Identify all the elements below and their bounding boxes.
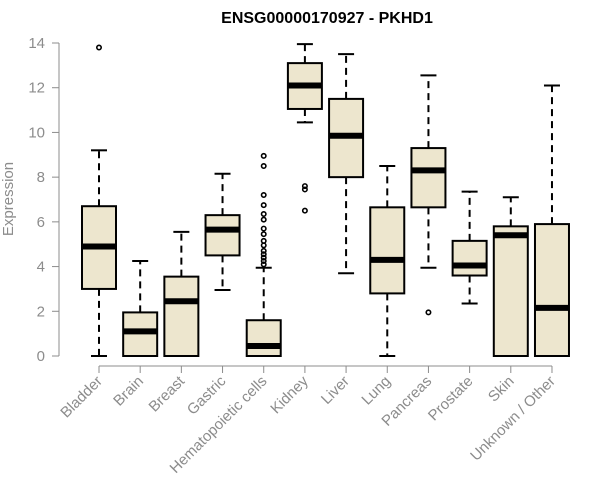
box-unknown-other [533, 84, 570, 357]
box-liver [328, 53, 365, 275]
boxes-group [81, 43, 570, 358]
y-tick-label: 14 [28, 35, 45, 52]
outlier-point [260, 162, 267, 169]
outlier-point [260, 231, 267, 238]
box-brain [122, 259, 159, 357]
box-iqr [369, 206, 406, 295]
x-tick-label: Prostate [425, 373, 477, 425]
box-kidney [286, 43, 323, 214]
box-iqr [163, 275, 200, 357]
box-iqr [204, 214, 241, 257]
outlier-point [260, 261, 267, 268]
outlier-point [260, 211, 267, 218]
x-tick-label: Bladder [57, 373, 106, 422]
box-iqr [451, 239, 488, 277]
outlier-point [260, 192, 267, 199]
outlier-point [260, 225, 267, 232]
y-tick-label: 12 [28, 80, 45, 97]
y-tick-label: 0 [37, 348, 45, 365]
y-axis-label: Expression [0, 162, 17, 236]
y-tick-label: 6 [37, 214, 45, 231]
outlier-point [260, 247, 267, 254]
outlier-point [260, 202, 267, 209]
box-iqr [410, 147, 447, 209]
box-gastric [204, 172, 241, 292]
outlier-point [425, 309, 432, 316]
box-iqr [533, 223, 570, 357]
outlier-point [301, 183, 308, 190]
chart-title: ENSG00000170927 - PKHD1 [221, 10, 433, 27]
box-prostate [451, 190, 488, 305]
x-tick-label: Liver [318, 373, 353, 408]
box-hematopoietic-cells [245, 152, 282, 358]
y-axis: 0 2 4 6 8 10 12 14 [28, 35, 60, 365]
outlier-point [260, 237, 267, 244]
x-tick-label: Lung [358, 373, 394, 409]
outlier-point [301, 207, 308, 214]
y-tick-label: 4 [37, 259, 45, 276]
y-tick-label: 2 [37, 303, 45, 320]
x-tick-label: Skin [485, 373, 518, 406]
box-breast [163, 230, 200, 357]
outlier-point [260, 254, 267, 261]
x-tick-label: Kidney [267, 372, 312, 417]
box-pancreas [410, 74, 447, 316]
outlier-point [260, 152, 267, 159]
box-lung [369, 164, 406, 357]
box-skin [492, 196, 529, 357]
box-iqr [492, 225, 529, 357]
outlier-point [260, 251, 267, 258]
y-tick-label: 10 [28, 124, 45, 141]
box-iqr [245, 319, 282, 358]
outlier-point [301, 186, 308, 193]
box-bladder [81, 44, 117, 357]
x-tick-label: Breast [146, 372, 189, 415]
y-tick-label: 8 [37, 169, 45, 186]
outlier-point [260, 216, 267, 223]
outlier-point [96, 44, 103, 51]
outlier-point [260, 257, 267, 264]
x-tick-label: Brain [110, 373, 147, 410]
